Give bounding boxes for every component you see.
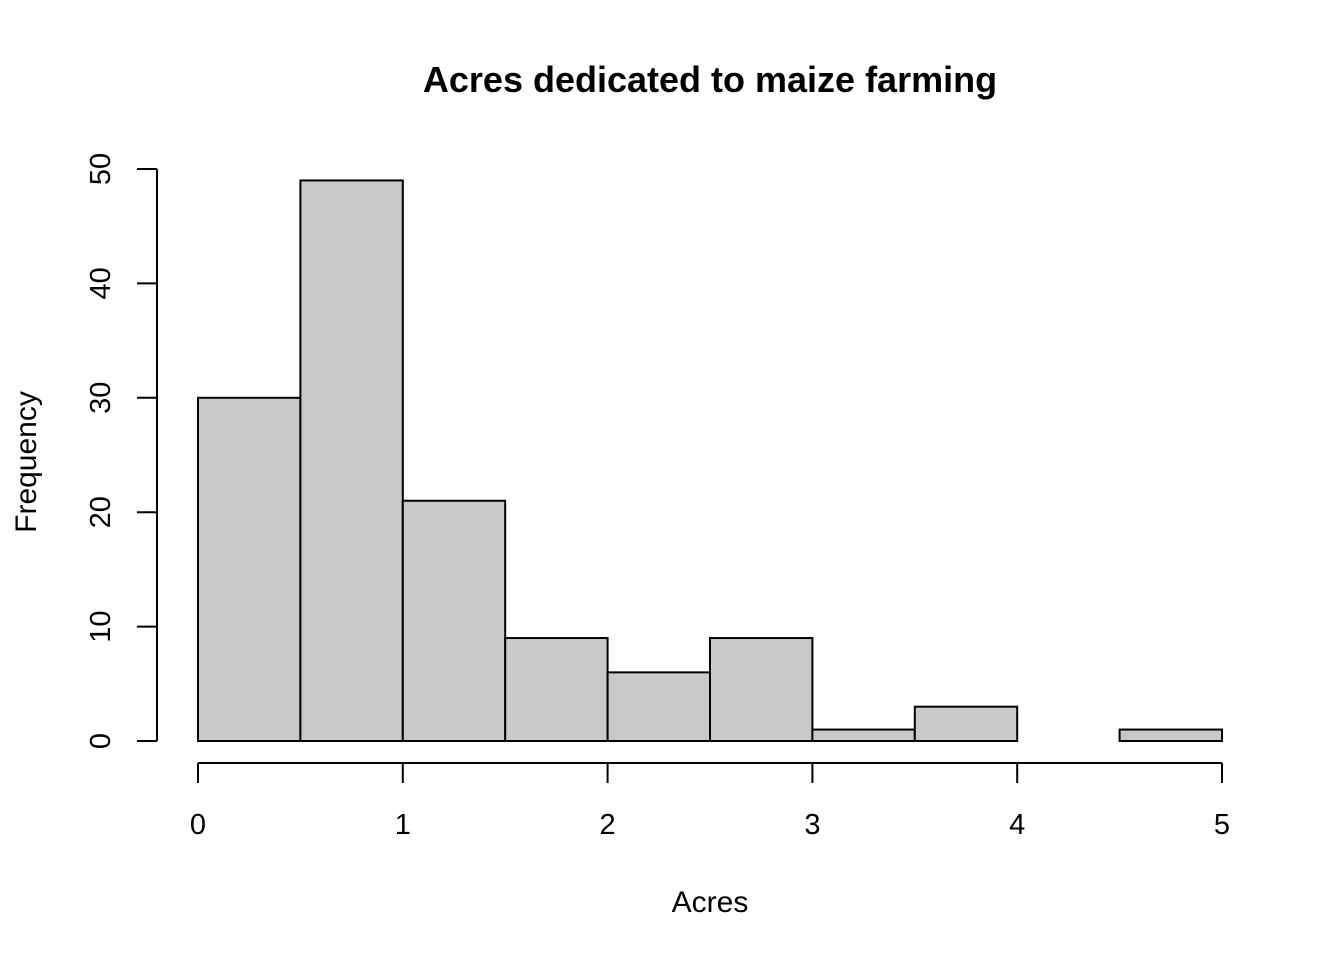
x-tick-label: 4 [1009, 809, 1025, 841]
histogram-bar [709, 637, 814, 742]
y-tick-label: 50 [85, 153, 117, 185]
histogram-bar [913, 705, 1019, 742]
y-tick-label: 0 [85, 733, 117, 749]
x-tick-label: 1 [395, 809, 411, 841]
chart-title: Acres dedicated to maize farming [423, 59, 997, 100]
histogram-bar [811, 728, 916, 742]
x-tick-label: 5 [1214, 809, 1230, 841]
x-axis-label: Acres [672, 886, 749, 919]
bars-group [197, 179, 1223, 743]
y-tick-label: 40 [85, 267, 117, 299]
y-tick-label: 20 [85, 496, 117, 528]
y-axis: 0 10 20 30 40 50 [85, 153, 158, 749]
histogram-bar [504, 637, 609, 742]
x-tick-label: 0 [190, 809, 206, 841]
y-tick-label: 30 [85, 382, 117, 414]
x-axis: 0 1 2 3 4 5 [190, 762, 1230, 841]
histogram-bar [197, 396, 302, 742]
histogram-bar [401, 499, 507, 743]
y-axis-label: Frequency [10, 391, 43, 533]
x-tick-label: 3 [804, 809, 820, 841]
histogram-bar [299, 179, 404, 742]
x-tick-label: 2 [600, 809, 616, 841]
y-tick-label: 10 [85, 610, 117, 642]
histogram-bar [606, 671, 711, 742]
histogram-bar [1118, 728, 1223, 742]
